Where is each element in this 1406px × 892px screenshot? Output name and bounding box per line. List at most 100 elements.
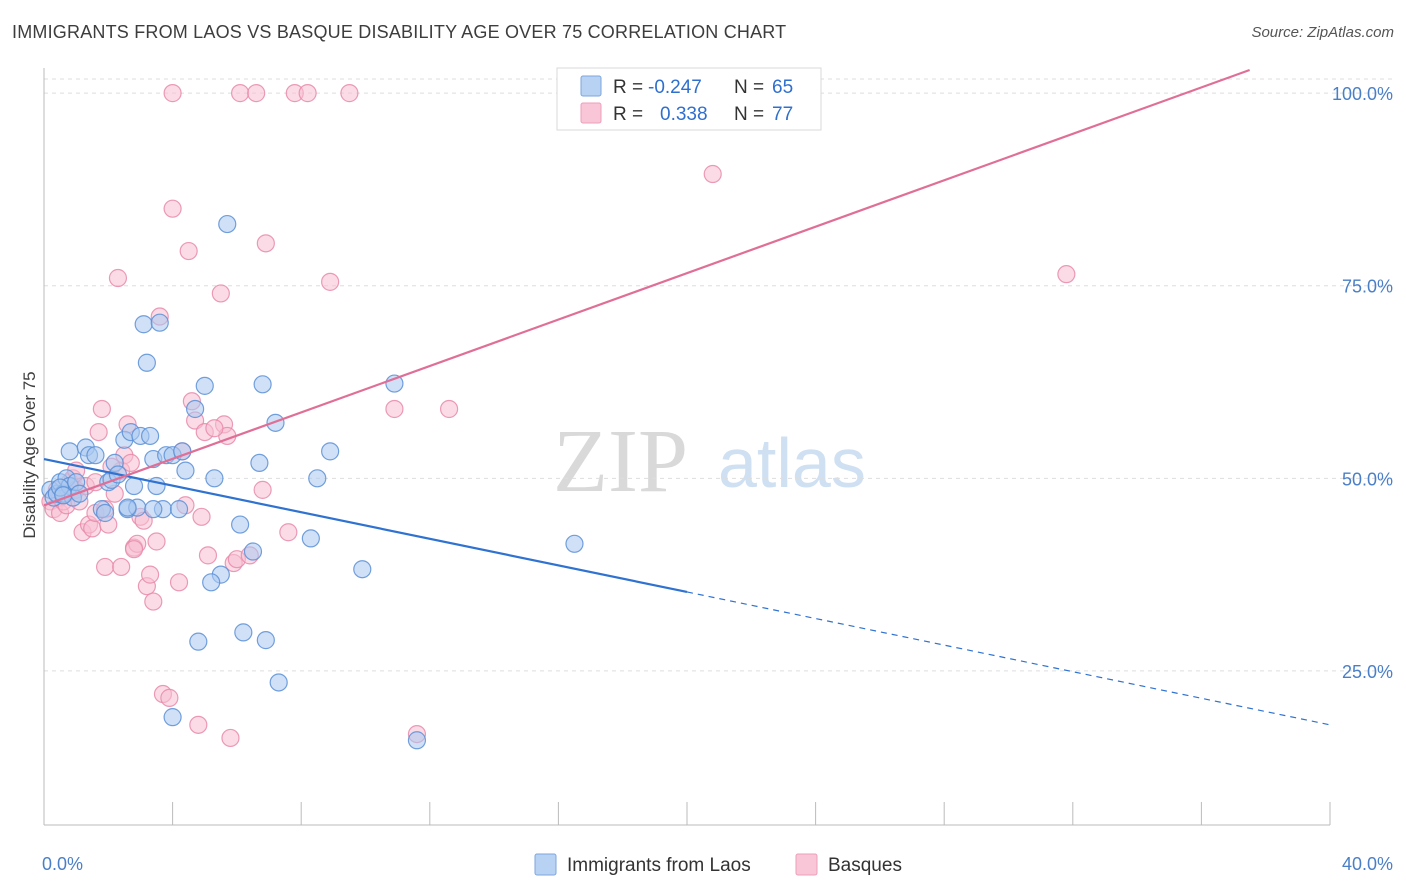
data-point-laos (321, 442, 340, 461)
y-tick-label: 50.0% (1342, 469, 1393, 489)
legend-r-label-1: R = (613, 77, 643, 98)
data-point-basques (160, 688, 179, 707)
bottom-legend-swatch-basques (795, 853, 818, 876)
data-point-basques (112, 557, 131, 577)
data-point-basques (198, 546, 218, 565)
data-point-laos (70, 484, 89, 503)
data-point-laos (407, 731, 427, 750)
data-point-laos (205, 469, 224, 488)
source-label: Source: ZipAtlas.com (1251, 24, 1394, 41)
trend-line-laos-extension (686, 591, 1331, 726)
bottom-legend-swatch-laos (534, 853, 557, 876)
data-point-laos (134, 315, 153, 334)
data-point-laos (186, 399, 205, 419)
data-point-laos (269, 673, 288, 692)
data-point-laos (353, 560, 372, 579)
data-point-laos (218, 214, 237, 234)
data-point-basques (439, 399, 459, 419)
data-point-basques (221, 728, 240, 748)
data-point-basques (95, 557, 115, 577)
data-point-basques (385, 399, 404, 419)
data-point-basques (189, 715, 208, 734)
bottom-legend-label-basques: Basques (828, 855, 902, 876)
watermark-zip: ZIP (553, 412, 688, 511)
data-point-laos (137, 353, 156, 372)
data-point-laos (234, 623, 253, 642)
legend-swatch-blue (580, 75, 602, 97)
data-point-basques (231, 84, 250, 103)
legend: R = -0.247 N = 65 R = 0.338 N = 77 (556, 67, 822, 131)
data-point-basques (124, 540, 144, 559)
legend-n-value-1: 65 (772, 77, 793, 98)
x-tick-label: 0.0% (42, 854, 83, 874)
y-tick-labels: 100.0% 75.0% 50.0% 25.0% (1332, 84, 1393, 682)
data-point-basques (163, 84, 182, 103)
data-point-basques (703, 164, 722, 184)
data-point-laos (60, 442, 79, 461)
data-point-laos (308, 469, 327, 488)
y-axis-title: Disability Age Over 75 (20, 371, 39, 538)
legend-r-value-1: -0.247 (648, 77, 702, 98)
data-point-laos (253, 375, 272, 394)
trend-line-basques (43, 68, 1250, 507)
data-point-laos (144, 500, 163, 519)
data-point-basques (279, 523, 298, 542)
data-point-laos (163, 708, 182, 727)
data-point-laos (243, 542, 263, 561)
trend-lines (43, 68, 1331, 726)
data-point-basques (247, 84, 266, 103)
data-point-laos (118, 498, 137, 517)
data-point-laos (169, 500, 189, 519)
data-point-basques (147, 532, 166, 551)
series-immigrants-from-laos (41, 214, 584, 750)
legend-swatch-pink (580, 102, 602, 124)
data-point-laos (301, 529, 320, 548)
data-point-laos (95, 503, 115, 523)
data-point-basques (1057, 265, 1076, 284)
data-point-laos (86, 446, 105, 465)
data-point-basques (256, 234, 275, 253)
bottom-legend-label-laos: Immigrants from Laos (567, 855, 751, 876)
data-point-basques (211, 284, 230, 303)
legend-r-label-2: R = (613, 104, 643, 125)
data-point-basques (321, 272, 340, 291)
legend-r-value-2: 0.338 (660, 104, 708, 125)
data-point-laos (256, 631, 275, 650)
watermark: ZIP atlas (553, 412, 866, 511)
data-point-basques (92, 399, 111, 419)
data-point-laos (195, 376, 214, 395)
y-tick-label: 100.0% (1332, 84, 1393, 104)
bottom-legend: Immigrants from Laos Basques (534, 853, 902, 876)
legend-n-label-2: N = (734, 104, 764, 125)
data-point-basques (192, 507, 211, 526)
y-tick-label: 25.0% (1342, 662, 1393, 682)
data-point-basques (205, 419, 224, 438)
data-point-basques (340, 84, 359, 103)
axes (43, 68, 1331, 826)
data-point-basques (298, 84, 317, 103)
data-point-laos (250, 453, 269, 473)
x-tick-label: 40.0% (1342, 854, 1393, 874)
data-point-laos (140, 426, 160, 446)
data-point-basques (253, 480, 272, 499)
data-point-basques (144, 592, 163, 611)
data-point-basques (83, 519, 102, 538)
data-point-laos (189, 632, 208, 651)
legend-n-label-1: N = (734, 77, 764, 98)
data-point-laos (202, 573, 221, 592)
y-tick-label: 75.0% (1342, 277, 1393, 297)
data-point-laos (565, 534, 584, 553)
data-point-basques (169, 573, 189, 592)
x-tick-labels: 0.0% 40.0% (42, 854, 1393, 874)
data-point-basques (89, 422, 108, 442)
data-point-basques (163, 199, 182, 218)
data-point-laos (231, 515, 250, 534)
watermark-atlas: atlas (718, 424, 866, 502)
data-point-laos (176, 461, 195, 480)
data-point-laos (124, 476, 144, 496)
legend-n-value-2: 77 (772, 104, 793, 125)
data-point-laos (150, 313, 169, 332)
data-point-basques (179, 241, 198, 261)
trend-line-laos (43, 457, 688, 594)
